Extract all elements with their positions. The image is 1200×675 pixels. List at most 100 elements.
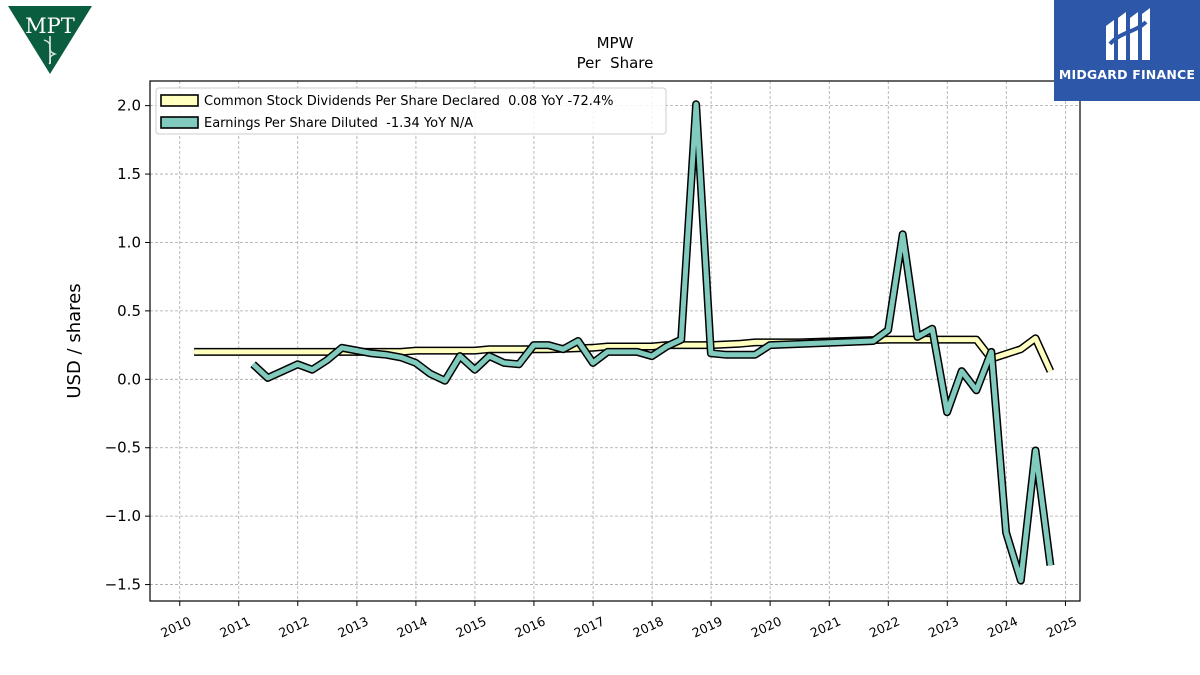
data-point bbox=[459, 355, 461, 357]
data-point bbox=[193, 351, 195, 353]
mpt-logo: MPT bbox=[8, 6, 92, 76]
x-tick-label: 2011 bbox=[217, 613, 252, 640]
data-point bbox=[651, 355, 653, 357]
y-tick-label: 0.5 bbox=[117, 302, 141, 320]
data-point bbox=[488, 355, 490, 357]
x-tick-label: 2013 bbox=[335, 613, 370, 640]
y-axis-label: USD / shares bbox=[64, 283, 85, 398]
data-point bbox=[887, 329, 889, 331]
y-tick-label: −1.5 bbox=[105, 576, 141, 594]
x-tick-label: 2012 bbox=[276, 613, 311, 640]
y-axis: −1.5 −1.0 −0.5 0.0 0.5 1.0 1.5 2.0 bbox=[105, 97, 150, 594]
data-point bbox=[503, 362, 505, 364]
data-point bbox=[931, 328, 933, 330]
x-tick-label: 2019 bbox=[690, 613, 725, 640]
x-tick-label: 2017 bbox=[572, 613, 607, 640]
data-point bbox=[474, 369, 476, 371]
midgard-finance-logo: MIDGARD FINANCE bbox=[1054, 0, 1200, 101]
mpt-logo-text: MPT bbox=[25, 14, 75, 38]
data-point bbox=[680, 339, 682, 341]
data-point bbox=[636, 351, 638, 353]
data-point bbox=[606, 345, 609, 348]
x-tick-label: 2020 bbox=[749, 613, 784, 640]
data-point bbox=[887, 339, 889, 341]
midgard-mark-icon bbox=[1106, 8, 1150, 60]
data-point bbox=[724, 354, 727, 356]
chart-title: MPW bbox=[597, 34, 634, 52]
x-tick-label: 2018 bbox=[631, 613, 666, 640]
y-tick-label: 0.0 bbox=[117, 370, 141, 388]
chart-subtitle: Per Share bbox=[577, 54, 654, 72]
data-point bbox=[695, 103, 697, 105]
data-point bbox=[562, 348, 564, 350]
data-point bbox=[341, 347, 343, 349]
x-tick-label: 2014 bbox=[394, 613, 429, 640]
grid bbox=[150, 81, 1080, 601]
data-point bbox=[975, 339, 978, 341]
data-point bbox=[946, 411, 948, 413]
data-point bbox=[872, 340, 874, 342]
data-point bbox=[902, 233, 904, 235]
data-point bbox=[1049, 564, 1051, 567]
data-point bbox=[1005, 532, 1007, 534]
x-tick-label: 2016 bbox=[512, 613, 547, 640]
plot-frame bbox=[149, 80, 1081, 602]
legend-swatch-eps bbox=[160, 116, 199, 129]
data-point bbox=[592, 362, 594, 364]
data-point bbox=[1020, 348, 1022, 350]
data-point bbox=[1049, 370, 1051, 372]
data-point bbox=[754, 341, 756, 343]
data-point bbox=[356, 350, 358, 352]
data-point bbox=[385, 354, 387, 356]
x-tick-label: 2021 bbox=[808, 613, 843, 640]
series-layer bbox=[193, 100, 1055, 585]
data-point bbox=[444, 380, 446, 382]
data-point bbox=[621, 351, 623, 353]
x-axis: 2010 2011 2012 2013 2014 2015 2016 2017 2018 2019… bbox=[158, 601, 1079, 640]
y-tick-label: 1.5 bbox=[117, 165, 141, 183]
data-point bbox=[429, 373, 431, 375]
data-point bbox=[252, 363, 254, 365]
data-point bbox=[533, 344, 535, 346]
data-point bbox=[739, 354, 741, 356]
data-point bbox=[916, 336, 919, 338]
data-point bbox=[400, 351, 402, 353]
x-tick-label: 2010 bbox=[158, 613, 193, 640]
data-point bbox=[282, 370, 284, 372]
data-point bbox=[474, 350, 476, 352]
data-point bbox=[710, 352, 712, 354]
data-point bbox=[592, 347, 594, 349]
data-point bbox=[902, 339, 904, 341]
data-point bbox=[518, 363, 520, 365]
x-tick-label: 2022 bbox=[867, 613, 902, 640]
data-point bbox=[488, 348, 490, 350]
x-tick-label: 2025 bbox=[1044, 613, 1079, 640]
data-point bbox=[547, 344, 550, 346]
legend-frame bbox=[155, 87, 667, 135]
data-point bbox=[415, 362, 417, 364]
data-point bbox=[311, 369, 313, 371]
data-point bbox=[1034, 337, 1037, 339]
y-tick-label: 2.0 bbox=[117, 97, 141, 115]
series-1 bbox=[250, 100, 1055, 585]
data-point bbox=[1034, 449, 1037, 452]
data-point bbox=[577, 340, 579, 342]
data-point bbox=[975, 389, 978, 391]
x-tick-label: 2023 bbox=[926, 613, 961, 640]
y-tick-label: 1.0 bbox=[117, 233, 141, 251]
data-point bbox=[1020, 579, 1022, 582]
midgard-logo-text: MIDGARD FINANCE bbox=[1058, 67, 1196, 82]
data-point bbox=[739, 343, 741, 345]
x-tick-label: 2024 bbox=[985, 613, 1020, 640]
y-tick-label: −0.5 bbox=[105, 439, 141, 457]
data-point bbox=[606, 351, 609, 353]
data-point bbox=[267, 377, 269, 379]
data-point bbox=[769, 344, 771, 346]
data-point bbox=[370, 352, 372, 354]
data-point bbox=[297, 363, 299, 365]
data-point bbox=[415, 350, 417, 352]
data-point bbox=[665, 345, 668, 348]
legend-swatch-dividends bbox=[160, 94, 199, 107]
data-point bbox=[754, 354, 756, 356]
